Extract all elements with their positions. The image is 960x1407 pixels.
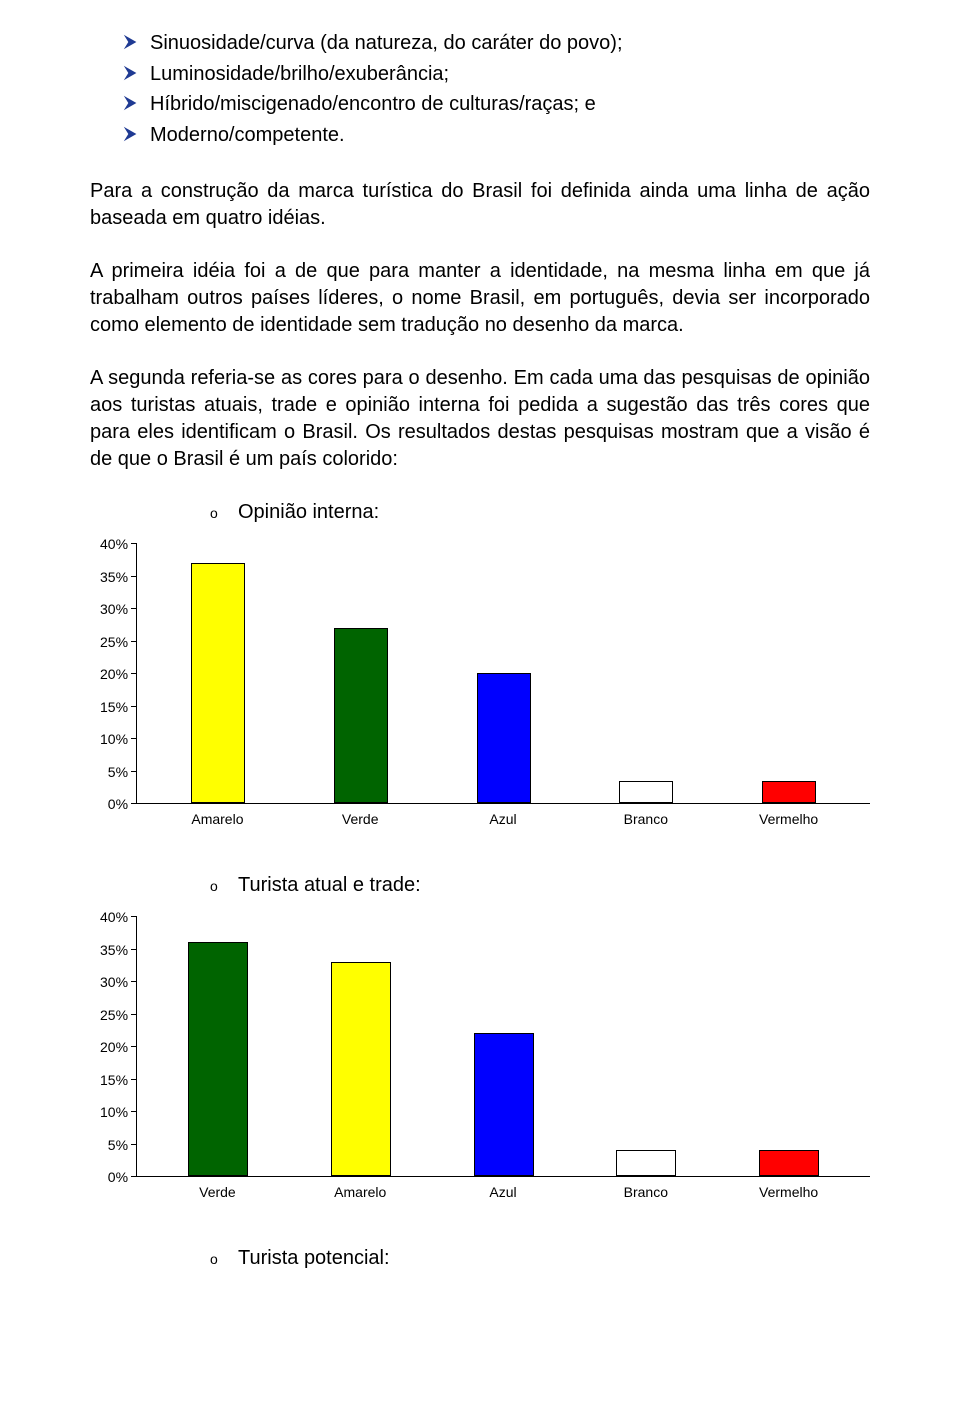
bullet-item: Híbrido/miscigenado/encontro de culturas… (122, 91, 870, 120)
paragraph: Para a construção da marca turística do … (90, 178, 870, 232)
bar-branco (619, 781, 673, 804)
bullet-text: Híbrido/miscigenado/encontro de culturas… (150, 91, 870, 118)
plot-area (136, 544, 870, 804)
bar-azul (477, 673, 531, 803)
x-tick-label: Branco (574, 1183, 717, 1202)
circle-bullet-icon: o (210, 504, 238, 523)
circle-bullet-icon: o (210, 877, 238, 896)
arrow-right-icon (122, 91, 150, 120)
bar-vermelho (762, 781, 816, 804)
bar-amarelo (191, 563, 245, 804)
circle-bullet-icon: o (210, 1250, 238, 1269)
sub-bullet-label: Opinião interna: (238, 499, 379, 526)
x-tick-label: Azul (432, 1183, 575, 1202)
bullet-text: Luminosidade/brilho/exuberância; (150, 61, 870, 88)
sub-bullet-label: Turista atual e trade: (238, 872, 421, 899)
sub-bullet-label: Turista potencial: (238, 1245, 390, 1272)
x-tick-label: Amarelo (289, 1183, 432, 1202)
bullet-item: Moderno/competente. (122, 122, 870, 151)
bullet-item: Sinuosidade/curva (da natureza, do carát… (122, 30, 870, 59)
y-axis: 40%35%30%25%20%15%10%5%0% (100, 917, 136, 1177)
chart-opiniao-interna: 40%35%30%25%20%15%10%5%0%AmareloVerdeAzu… (90, 544, 870, 844)
x-axis: VerdeAmareloAzulBrancoVermelho (136, 1177, 870, 1202)
bar-azul (474, 1033, 534, 1176)
paragraph: A segunda referia-se as cores para o des… (90, 365, 870, 473)
arrow-right-icon (122, 122, 150, 151)
x-tick-label: Verde (289, 810, 432, 829)
bar-branco (616, 1150, 676, 1176)
x-tick-label: Vermelho (717, 1183, 860, 1202)
x-tick-label: Vermelho (717, 810, 860, 829)
x-tick-label: Verde (146, 1183, 289, 1202)
bar-vermelho (759, 1150, 819, 1176)
bullet-text: Moderno/competente. (150, 122, 870, 149)
plot-area (136, 917, 870, 1177)
bullet-text: Sinuosidade/curva (da natureza, do carát… (150, 30, 870, 57)
bar-amarelo (331, 962, 391, 1177)
bar-verde (334, 628, 388, 804)
paragraph: A primeira idéia foi a de que para mante… (90, 258, 870, 339)
arrow-right-icon (122, 30, 150, 59)
x-tick-label: Azul (432, 810, 575, 829)
chart-turista-atual-trade: 40%35%30%25%20%15%10%5%0%VerdeAmareloAzu… (90, 917, 870, 1217)
sub-bullet: o Opinião interna: (210, 499, 870, 526)
sub-bullet: o Turista potencial: (210, 1245, 870, 1272)
x-axis: AmareloVerdeAzulBrancoVermelho (136, 804, 870, 829)
y-axis: 40%35%30%25%20%15%10%5%0% (100, 544, 136, 804)
bullet-list: Sinuosidade/curva (da natureza, do carát… (122, 30, 870, 150)
arrow-right-icon (122, 61, 150, 90)
x-tick-label: Branco (574, 810, 717, 829)
bullet-item: Luminosidade/brilho/exuberância; (122, 61, 870, 90)
sub-bullet: o Turista atual e trade: (210, 872, 870, 899)
x-tick-label: Amarelo (146, 810, 289, 829)
bar-verde (188, 942, 248, 1176)
